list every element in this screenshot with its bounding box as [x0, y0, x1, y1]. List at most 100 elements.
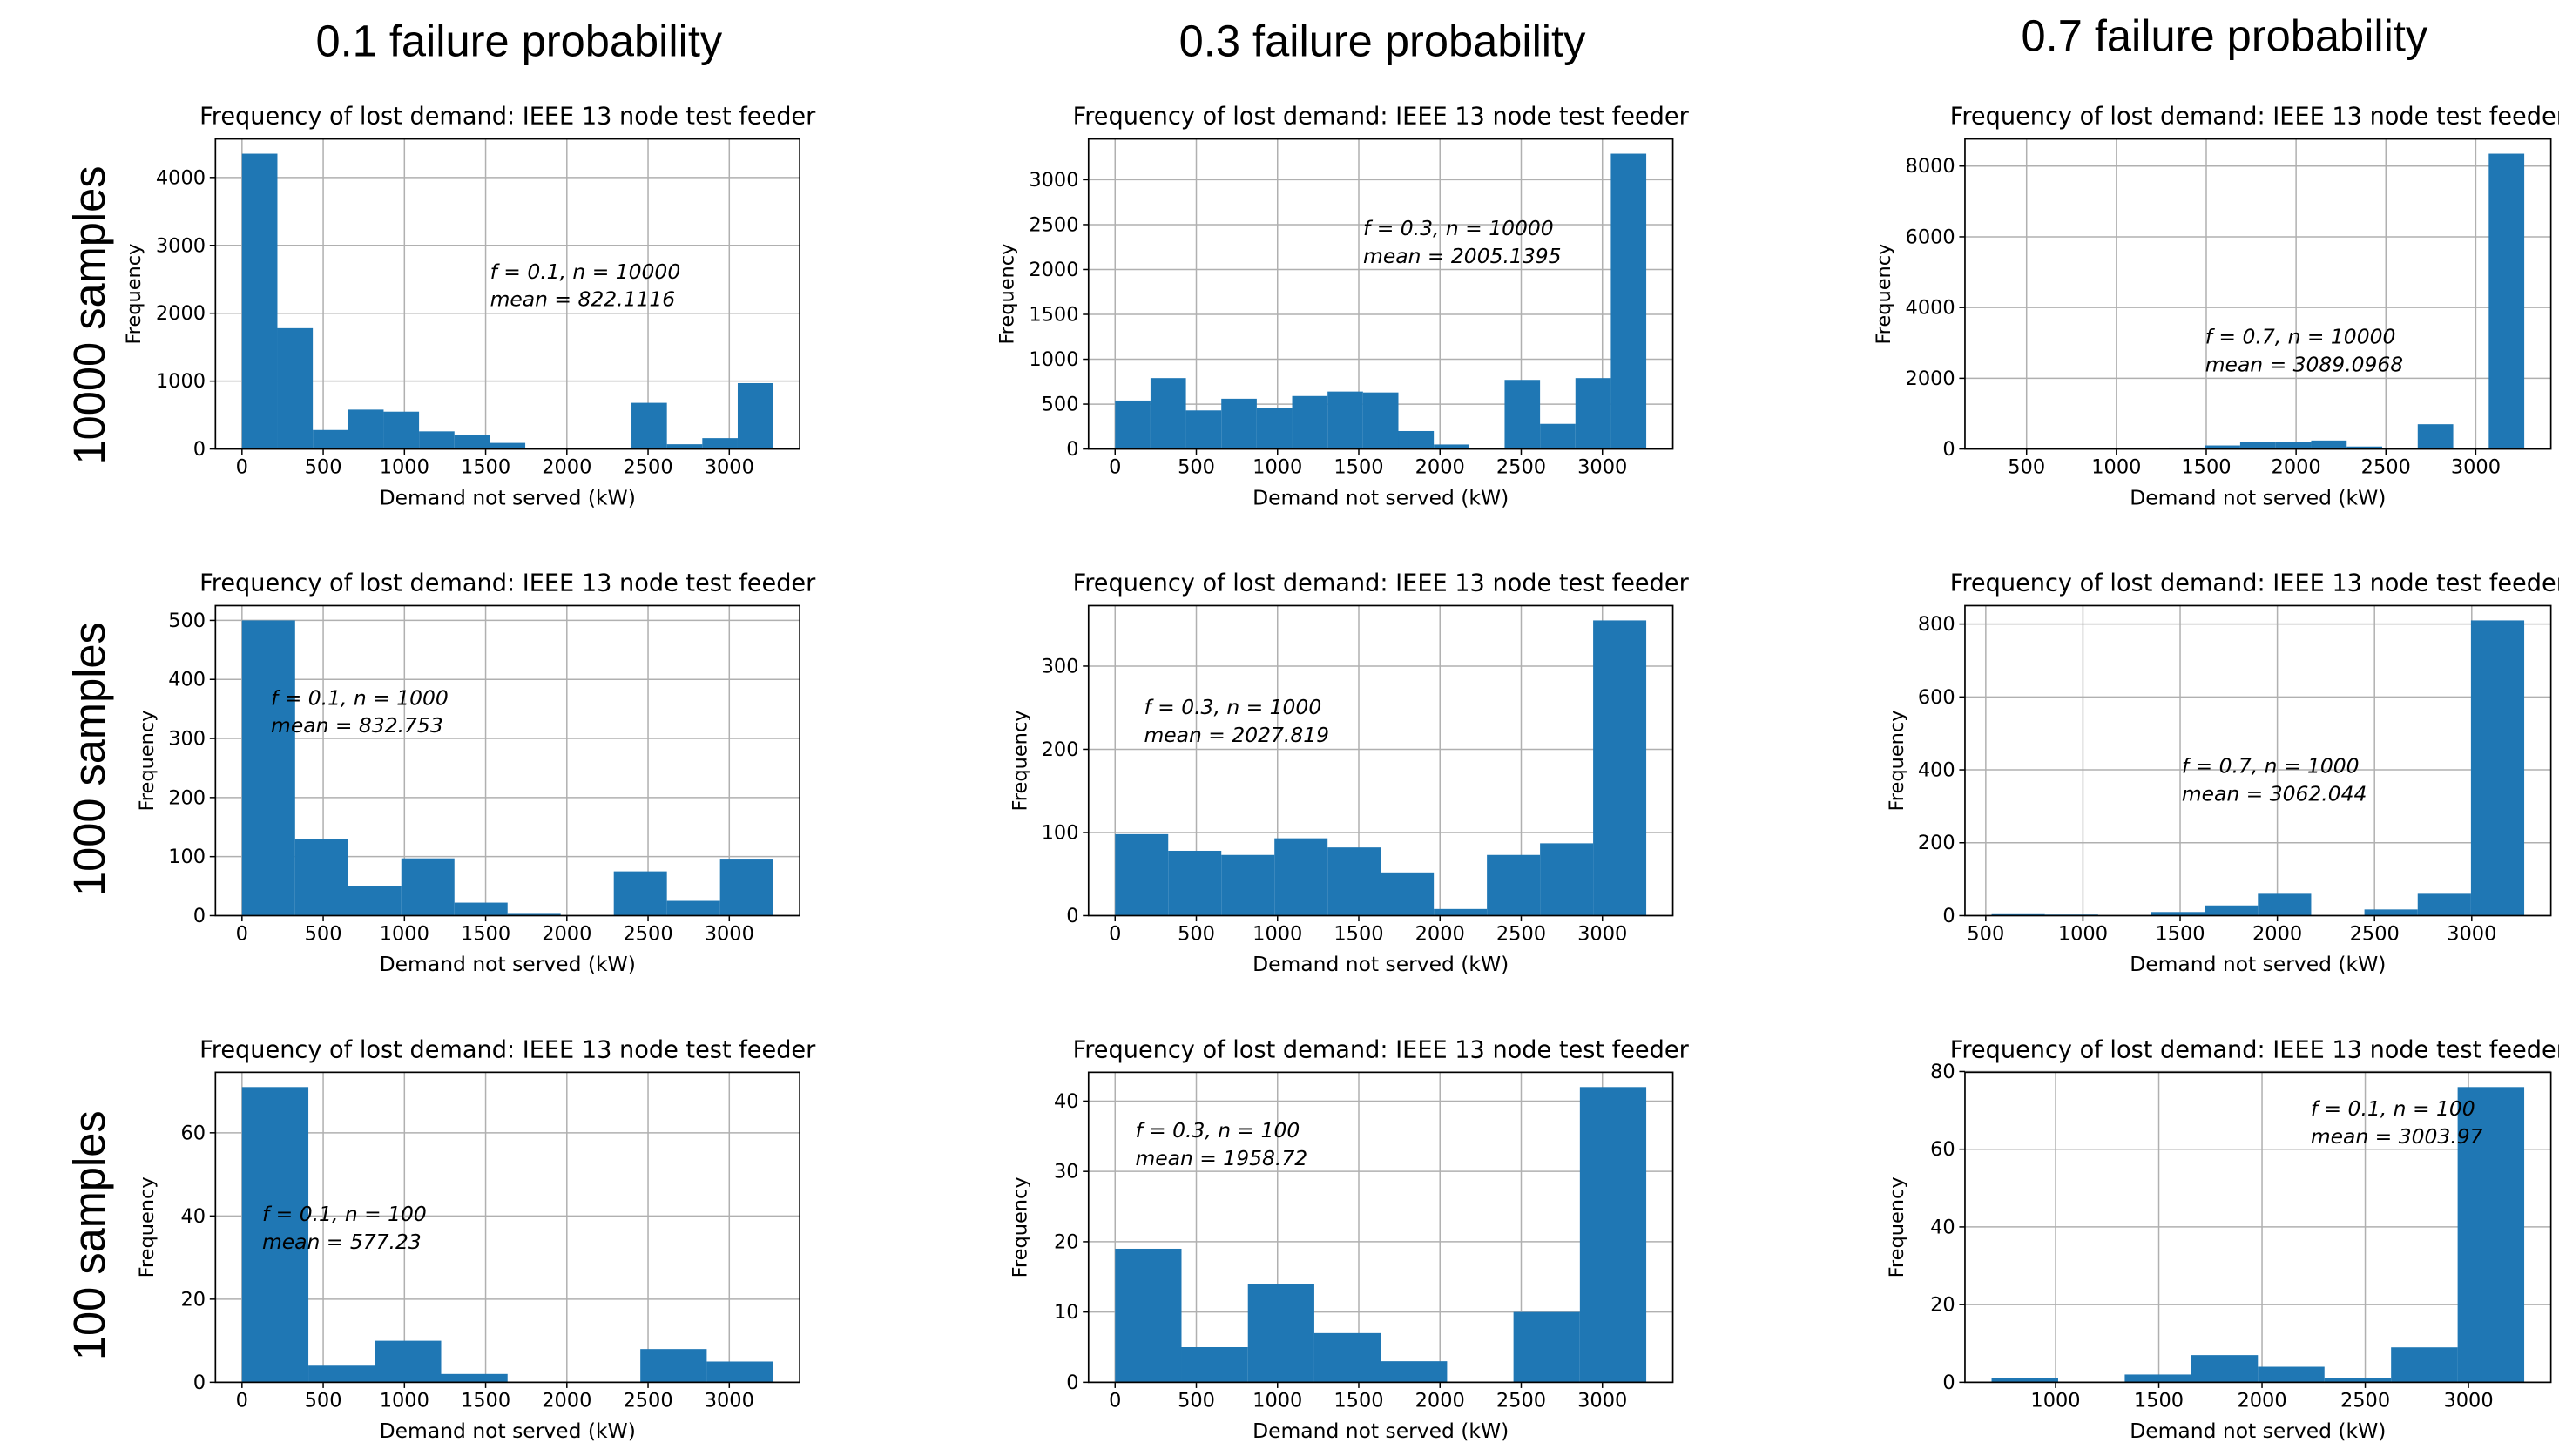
- bar: [2364, 909, 2418, 916]
- bar: [1115, 1248, 1182, 1383]
- annotation: f = 0.1, n = 100: [2311, 1096, 2475, 1121]
- bar: [2391, 1347, 2458, 1383]
- bar: [2470, 620, 2525, 916]
- y-tick-label: 400: [168, 669, 206, 691]
- y-tick-label: 200: [168, 786, 206, 809]
- bar: [1991, 1378, 2058, 1383]
- y-tick-label: 100: [1042, 821, 1079, 844]
- x-tick-label: 1000: [380, 1389, 429, 1412]
- bar: [375, 1340, 442, 1383]
- bar: [1575, 378, 1611, 449]
- x-tick-label: 0: [1109, 456, 1121, 479]
- x-tick-label: 1500: [461, 1389, 510, 1412]
- y-tick-label: 3000: [1029, 169, 1078, 192]
- bar: [241, 620, 295, 916]
- x-tick-label: 500: [1178, 923, 1215, 946]
- y-tick-label: 500: [168, 610, 206, 632]
- x-tick-label: 500: [1967, 923, 2004, 946]
- annotation: mean = 3089.0968: [2205, 352, 2403, 376]
- x-tick-label: 2000: [542, 1389, 591, 1412]
- x-tick-label: 3000: [705, 923, 754, 946]
- y-tick-label: 400: [1918, 759, 1955, 782]
- annotation: f = 0.7, n = 1000: [2182, 754, 2360, 779]
- chart-title: Frequency of lost demand: IEEE 13 node t…: [1950, 104, 2559, 131]
- bar: [2488, 153, 2525, 449]
- x-tick-label: 1000: [380, 923, 429, 946]
- y-tick-label: 30: [1054, 1161, 1079, 1183]
- bar: [631, 402, 667, 449]
- bar: [1540, 423, 1576, 449]
- y-tick-label: 600: [1918, 686, 1955, 709]
- subplot: 0 500 1000 1500 2000 2500 3000 0 100 200 300 400 500…: [136, 570, 816, 977]
- chart-title: Frequency of lost demand: IEEE 13 node t…: [1950, 570, 2559, 597]
- bar: [401, 858, 455, 916]
- y-tick-label: 60: [1930, 1138, 1955, 1161]
- bar: [1579, 1087, 1647, 1383]
- x-tick-label: 1500: [1334, 1389, 1383, 1412]
- row-label: 100 samples: [64, 1110, 114, 1360]
- x-tick-label: 3000: [2451, 456, 2501, 479]
- column-title: 0.1 failure probability: [315, 16, 722, 65]
- x-axis-label: Demand not served (kW): [380, 1419, 636, 1443]
- bar: [1185, 410, 1222, 449]
- bar: [640, 1349, 707, 1383]
- bar: [1434, 908, 1488, 916]
- x-axis-label: Demand not served (kW): [380, 952, 636, 976]
- column-title: 0.3 failure probability: [1179, 16, 1586, 65]
- subplot: 0 500 1000 1500 2000 2500 3000 0 20 40 60 Frequency…: [136, 1036, 816, 1443]
- x-tick-label: 1000: [1252, 923, 1302, 946]
- annotation: mean = 822.1116: [490, 287, 676, 312]
- y-tick-label: 1500: [1029, 304, 1078, 327]
- annotation: f = 0.1, n = 10000: [490, 260, 681, 284]
- y-tick-label: 0: [1942, 1372, 1955, 1394]
- x-tick-label: 3000: [1577, 456, 1627, 479]
- annotation: f = 0.3, n = 100: [1135, 1118, 1300, 1143]
- bar: [2258, 1366, 2325, 1383]
- y-axis-label: Frequency: [1873, 244, 1895, 345]
- bar: [2258, 893, 2312, 916]
- x-tick-label: 2500: [1496, 456, 1546, 479]
- bar: [1398, 430, 1435, 449]
- bar: [2346, 446, 2382, 449]
- x-tick-label: 2000: [1415, 456, 1465, 479]
- x-tick-label: 0: [236, 1389, 248, 1412]
- bar: [441, 1373, 508, 1383]
- x-tick-label: 2000: [1415, 1389, 1465, 1412]
- y-tick-label: 0: [193, 905, 206, 927]
- y-tick-label: 40: [180, 1205, 206, 1228]
- bar: [1115, 400, 1151, 449]
- y-axis-label: Frequency: [1009, 1176, 1032, 1277]
- chart-title: Frequency of lost demand: IEEE 13 node t…: [199, 104, 816, 131]
- chart-title: Frequency of lost demand: IEEE 13 node t…: [1950, 1036, 2559, 1063]
- y-tick-label: 800: [1918, 613, 1955, 636]
- y-tick-label: 40: [1930, 1216, 1955, 1238]
- bar: [1362, 392, 1399, 449]
- x-tick-label: 1000: [2091, 456, 2141, 479]
- row-label: 10000 samples: [64, 165, 114, 464]
- x-axis-label: Demand not served (kW): [1252, 485, 1509, 509]
- y-axis-label: Frequency: [996, 244, 1019, 345]
- bar: [2324, 1378, 2392, 1383]
- bar: [383, 411, 420, 449]
- x-tick-label: 2500: [623, 1389, 672, 1412]
- y-axis-label: Frequency: [1886, 710, 1908, 811]
- y-tick-label: 0: [193, 1372, 206, 1394]
- x-tick-label: 0: [1109, 923, 1121, 946]
- annotation: mean = 2027.819: [1144, 723, 1329, 747]
- column-title: 0.7 failure probability: [2022, 11, 2428, 61]
- subplot: 0 500 1000 1500 2000 2500 3000 0 1000 2000 3000 400…: [123, 104, 816, 510]
- x-axis-label: Demand not served (kW): [2130, 952, 2386, 976]
- y-tick-label: 0: [1066, 905, 1078, 927]
- y-axis-label: Frequency: [123, 244, 145, 345]
- bar: [1487, 854, 1541, 916]
- bar: [737, 382, 773, 449]
- x-axis-label: Demand not served (kW): [1252, 952, 1509, 976]
- bar: [348, 409, 384, 449]
- x-tick-label: 2500: [2361, 456, 2411, 479]
- subplot: 0 500 1000 1500 2000 2500 3000 0 500 1000 1500 2000…: [996, 104, 1690, 510]
- x-axis-label: Demand not served (kW): [2130, 1419, 2386, 1443]
- bar: [2311, 440, 2347, 449]
- bar: [2124, 1374, 2191, 1383]
- chart-title: Frequency of lost demand: IEEE 13 node t…: [1073, 570, 1690, 597]
- axes-frame: [214, 138, 800, 450]
